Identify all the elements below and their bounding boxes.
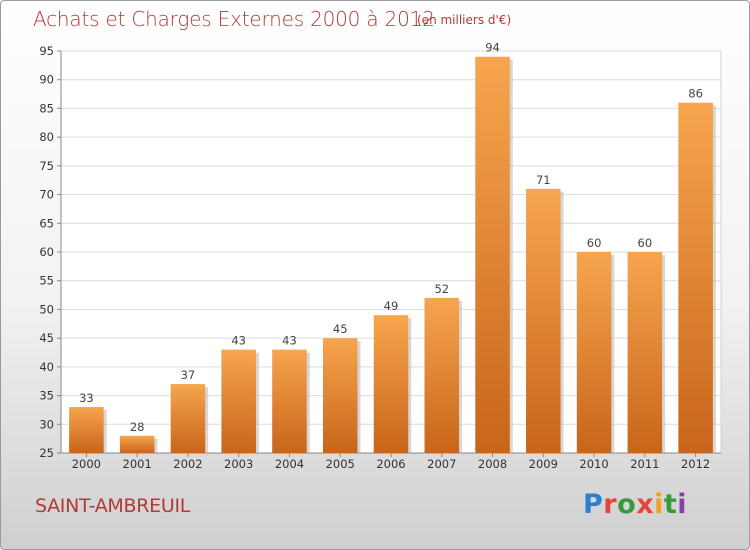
bar — [678, 102, 713, 453]
bar — [170, 384, 206, 453]
logo-letter: t — [663, 489, 678, 520]
x-tick-label: 2005 — [326, 457, 355, 471]
bar-value-label: 60 — [638, 236, 653, 250]
y-tick-label: 30 — [39, 417, 54, 431]
logo-letter: i — [654, 489, 664, 520]
y-tick-label: 25 — [39, 446, 54, 460]
x-tick-label: 2000 — [72, 457, 101, 471]
y-tick-label: 55 — [39, 274, 54, 288]
bar — [272, 349, 307, 453]
bar-value-label: 52 — [434, 282, 449, 296]
y-tick-label: 65 — [39, 216, 54, 230]
x-tick-label: 2004 — [275, 457, 304, 471]
bar — [627, 252, 663, 453]
bar-value-label: 33 — [79, 391, 94, 405]
bar-value-label: 28 — [130, 420, 145, 434]
x-tick-label: 2012 — [681, 457, 710, 471]
y-tick-label: 75 — [39, 159, 54, 173]
bar — [576, 252, 612, 453]
bar — [221, 349, 256, 453]
y-tick-label: 95 — [39, 44, 54, 58]
x-tick-label: 2011 — [630, 457, 659, 471]
chart-title: Achats et Charges Externes 2000 à 2012 — [33, 7, 435, 31]
bar — [526, 188, 561, 454]
x-tick-label: 2006 — [376, 457, 405, 471]
y-tick-label: 35 — [39, 389, 54, 403]
y-tick-label: 80 — [39, 130, 54, 144]
x-tick-label: 2007 — [427, 457, 456, 471]
logo-letter: o — [617, 489, 637, 520]
bar-value-label: 71 — [536, 173, 551, 187]
bar — [322, 338, 358, 453]
proxiti-logo: Proxiti — [583, 489, 687, 520]
x-tick-label: 2001 — [123, 457, 152, 471]
commune-name: SAINT-AMBREUIL — [35, 495, 191, 517]
bar-value-label: 49 — [384, 299, 399, 313]
bar-value-label: 94 — [485, 41, 500, 55]
logo-letter: i — [677, 489, 688, 520]
bar-value-label: 37 — [181, 368, 196, 382]
y-tick-label: 60 — [39, 245, 54, 259]
logo-letter: P — [583, 489, 604, 520]
bar-value-label: 43 — [282, 334, 297, 348]
bar — [424, 297, 460, 453]
bar — [475, 56, 510, 453]
y-tick-label: 40 — [39, 360, 54, 374]
x-tick-label: 2002 — [173, 457, 202, 471]
x-tick-label: 2008 — [478, 457, 507, 471]
y-tick-label: 90 — [39, 73, 54, 87]
y-tick-label: 70 — [39, 188, 54, 202]
bar-value-label: 43 — [231, 334, 246, 348]
bar — [69, 407, 104, 453]
bar-value-label: 45 — [333, 322, 348, 336]
bar-value-label: 60 — [587, 236, 602, 250]
x-tick-label: 2003 — [224, 457, 253, 471]
x-tick-label: 2009 — [529, 457, 558, 471]
logo-letter: x — [636, 489, 655, 520]
y-tick-label: 85 — [39, 101, 54, 115]
logo-letter: r — [603, 489, 618, 520]
x-tick-label: 2010 — [579, 457, 608, 471]
y-tick-label: 50 — [39, 302, 54, 316]
y-tick-label: 45 — [39, 331, 54, 345]
bar-value-label: 86 — [688, 87, 703, 101]
chart-subtitle: (en milliers d'€) — [417, 13, 512, 27]
bar — [119, 435, 155, 453]
bar — [373, 315, 409, 453]
